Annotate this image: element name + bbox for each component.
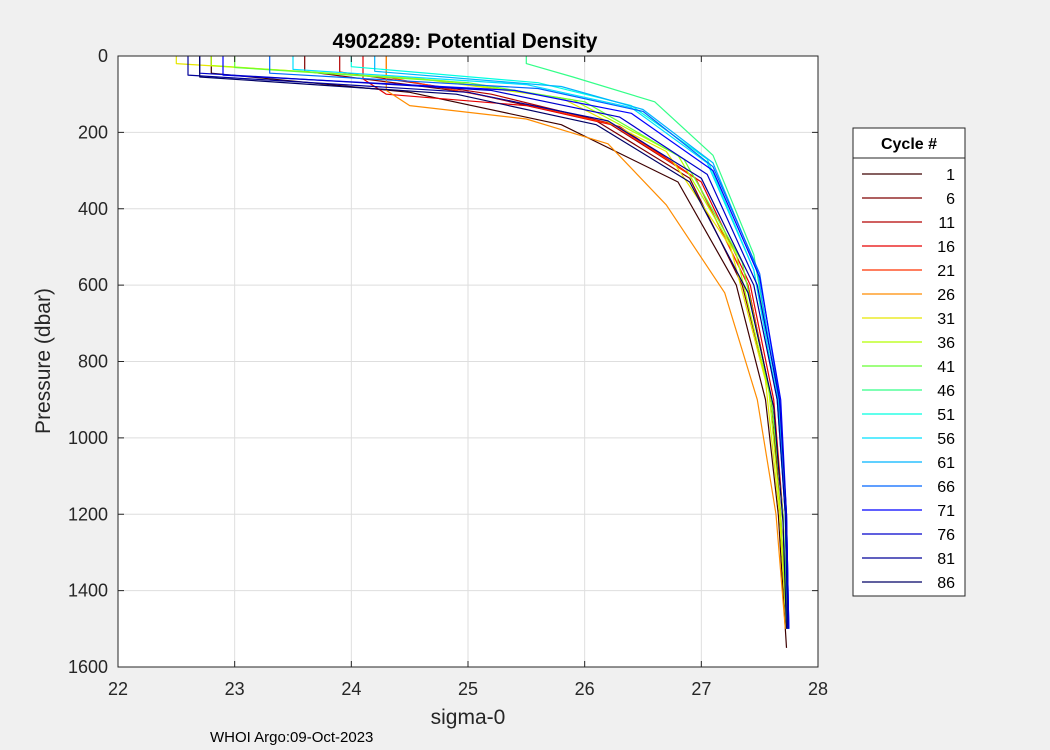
legend-label: 71 xyxy=(937,503,955,520)
y-tick-label: 600 xyxy=(78,275,108,295)
legend-label: 56 xyxy=(937,431,955,448)
series-line-cycle-81 xyxy=(187,56,789,629)
x-tick-label: 23 xyxy=(225,679,245,699)
legend-label: 16 xyxy=(937,239,955,256)
legend: Cycle # 16111621263136414651566166717681… xyxy=(852,127,966,597)
x-tick-label: 28 xyxy=(808,679,828,699)
y-tick-label: 1000 xyxy=(68,428,108,448)
legend-label: 36 xyxy=(937,335,955,352)
x-tick-label: 22 xyxy=(108,679,128,699)
y-axis-label: Pressure (dbar) xyxy=(32,288,55,434)
series-line-cycle-26 xyxy=(385,56,786,629)
y-tick-label: 200 xyxy=(78,122,108,142)
chart-title: 4902289: Potential Density xyxy=(333,30,598,53)
legend-title: Cycle # xyxy=(881,136,937,153)
footer-credit: WHOI Argo:09-Oct-2023 xyxy=(210,729,373,746)
series-layer xyxy=(175,56,790,648)
legend-label: 41 xyxy=(937,359,955,376)
legend-label: 11 xyxy=(938,215,955,232)
y-tick-label: 800 xyxy=(78,352,108,372)
legend-label: 76 xyxy=(937,527,955,544)
y-tick-label: 400 xyxy=(78,199,108,219)
legend-label: 86 xyxy=(937,575,955,592)
legend-label: 46 xyxy=(937,383,955,400)
x-tick-label: 25 xyxy=(458,679,478,699)
x-tick-label: 27 xyxy=(691,679,711,699)
legend-box xyxy=(852,127,966,597)
legend-label: 6 xyxy=(946,191,955,208)
series-line-cycle-76 xyxy=(199,56,790,629)
y-tick-label: 1200 xyxy=(68,504,108,524)
legend-label: 26 xyxy=(937,287,955,304)
grid xyxy=(118,56,818,667)
legend-label: 51 xyxy=(937,407,955,424)
y-tick-label: 1400 xyxy=(68,581,108,601)
ticks: 22 23 24 25 26 27 28 0 200 400 600 800 1000 1200 1400 1… xyxy=(68,46,828,699)
series-line-cycle-86 xyxy=(199,56,788,629)
series-line-cycle-1 xyxy=(210,56,788,648)
x-tick-label: 24 xyxy=(341,679,361,699)
legend-label: 61 xyxy=(937,455,955,472)
legend-label: 1 xyxy=(946,167,955,184)
legend-label: 31 xyxy=(937,311,955,328)
legend-label: 81 xyxy=(937,551,955,568)
x-tick-label: 26 xyxy=(575,679,595,699)
x-axis-label: sigma-0 xyxy=(431,706,506,729)
legend-label: 66 xyxy=(937,479,955,496)
y-tick-label: 1600 xyxy=(68,657,108,677)
legend-label: 21 xyxy=(937,263,955,280)
y-tick-label: 0 xyxy=(98,46,108,66)
